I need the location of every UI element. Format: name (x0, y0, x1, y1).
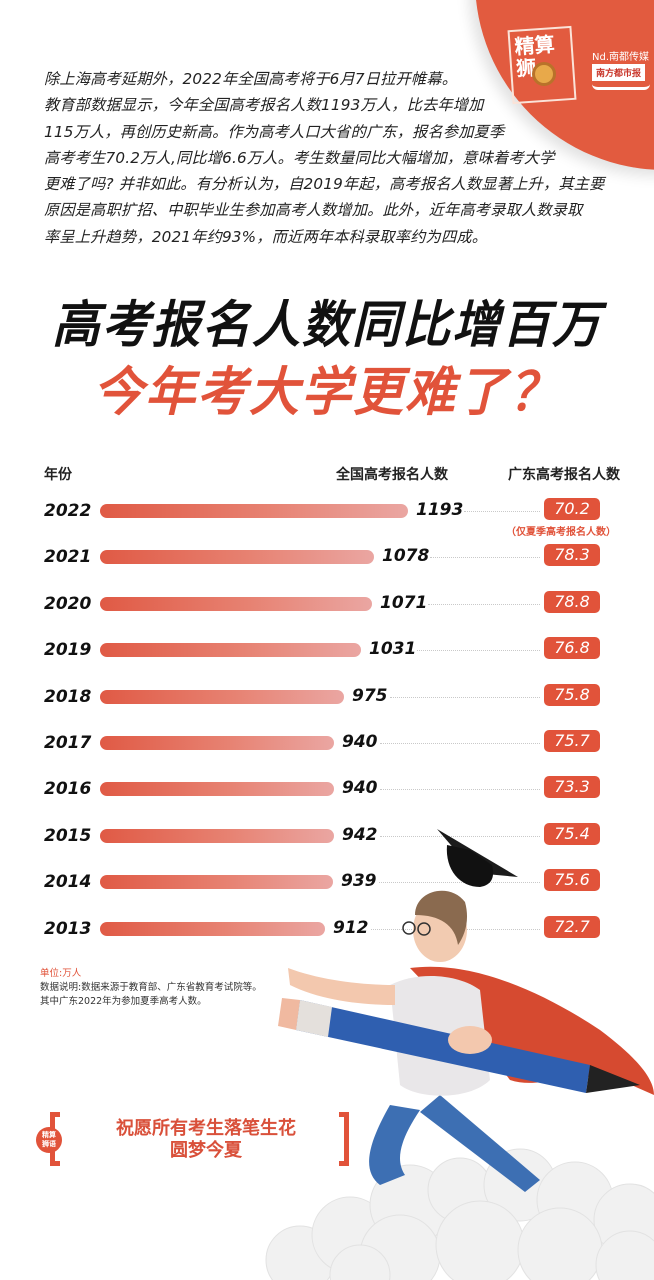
column-header-national: 全国高考报名人数 (336, 467, 448, 483)
chart-row: 2017 940 75.7 (0, 729, 654, 759)
chart-row: 2022 1193 70.2 （仅夏季高考报名人数） (0, 497, 654, 538)
national-bar (100, 736, 334, 750)
guangdong-value-badge: 75.8 (544, 683, 600, 706)
year-label: 2022 (44, 501, 92, 521)
intro-line: 更难了吗? 并非如此。有分析认为，自2019年起，高考报名人数显著上升，其主要 (44, 175, 605, 194)
column-header-year: 年份 (44, 467, 72, 483)
hand-icon (448, 1026, 492, 1054)
national-value: 1078 (382, 546, 430, 567)
intro-line: 原因是高职扩招、中职毕业生参加高考人数增加。此外，近年高考录取人数录取 (44, 201, 583, 220)
chart-row: 2016 940 73.3 (0, 775, 654, 805)
year-label: 2018 (44, 686, 92, 707)
guangdong-value-badge: 72.7 (544, 915, 600, 938)
leader-line (390, 696, 540, 698)
chart-row: 2014 939 75.6 (0, 868, 654, 898)
national-bar (100, 643, 361, 658)
remark-note: 其中广东2022年为参加夏季高考人数。 (40, 996, 207, 1007)
leader-line (430, 557, 540, 559)
national-bar (100, 689, 344, 704)
pencil-icon (278, 998, 640, 1093)
torso-icon (390, 975, 490, 1096)
chart-row: 2019 1031 76.8 (0, 636, 654, 666)
legs-icon (369, 1105, 420, 1185)
intro-paragraph: 除上海高考延期外，2022年全国高考将于6月7日拉开帷幕。 教育部数据显示，今年… (44, 66, 604, 250)
national-value: 940 (342, 732, 378, 752)
chart-row: 2015 942 75.4 (0, 822, 654, 852)
guangdong-value-badge: 78.3 (544, 544, 600, 567)
data-notes: 单位:万人 数据说明:数据来源于教育部、广东省教育考试院等。 其中广东2022年… (40, 967, 262, 1009)
intro-line: 115万人，再创历史新高。作为高考人口大省的广东，报名参加夏季 (44, 122, 505, 141)
leader-line (428, 603, 540, 605)
national-value: 940 (342, 778, 378, 799)
headline-main: 高考报名人数同比增百万 (51, 295, 602, 355)
national-bar (100, 782, 334, 797)
leader-line (464, 511, 540, 512)
headline-sub: 今年考大学更难了？ (93, 361, 561, 423)
guangdong-value-badge: 70.2 (544, 498, 600, 520)
year-label: 2021 (44, 547, 92, 568)
guangdong-value-badge: 75.7 (544, 730, 600, 752)
intro-line: 高考考生70.2万人,同比增6.6万人。考生数量同比大幅增加，意味着考大学 (44, 148, 555, 167)
national-value: 1071 (380, 592, 428, 613)
national-value: 912 (333, 917, 369, 938)
year-label: 2020 (44, 593, 92, 614)
slogan-text: 祝愿所有考生落笔生花 圆梦今夏 (76, 1118, 336, 1162)
brand-logos: 精算 狮 Nd.南都传媒 南方都市报 (507, 12, 654, 122)
intro-line: 率呈上升趋势，2021年约93%，而近两年本科录取率约为四成。 (44, 227, 488, 246)
right-bracket-icon (339, 1112, 349, 1166)
national-bar (100, 921, 325, 936)
leader-line (417, 650, 540, 652)
arm-icon (288, 968, 395, 1005)
seal-text-1: 精算 (42, 1131, 56, 1139)
leader-line (380, 835, 540, 837)
national-bar (100, 875, 333, 890)
guangdong-value-badge: 76.8 (544, 637, 600, 660)
seal-badge: 精算 狮语 (36, 1127, 62, 1153)
year-label: 2013 (44, 918, 92, 939)
southern-metropolis-daily-logo: 南方都市报 (592, 64, 646, 81)
source-note: 数据说明:数据来源于教育部、广东省教育考试院等。 (40, 982, 262, 993)
guangdong-value-badge: 78.8 (544, 590, 600, 613)
intro-line: 教育部数据显示，今年全国高考报名人数1193万人，比去年增加 (44, 96, 484, 115)
chart-row: 2018 975 75.8 (0, 683, 654, 713)
research-institute-logo-icon (592, 84, 650, 90)
leader-line (371, 928, 540, 930)
leader-line (379, 882, 540, 884)
leader-line (380, 789, 540, 791)
slogan-line-2: 圆梦今夏 (170, 1140, 242, 1161)
guangdong-value-badge: 75.6 (544, 869, 600, 892)
national-bar (100, 828, 334, 843)
year-label: 2019 (44, 640, 92, 661)
year-label: 2016 (44, 779, 92, 800)
national-value: 942 (342, 824, 378, 845)
cape-icon (410, 966, 654, 1095)
national-value: 1031 (369, 639, 417, 660)
leader-line (380, 743, 540, 744)
national-value: 975 (352, 685, 388, 706)
chart-row: 2021 1078 78.3 (0, 543, 654, 573)
seal-text-2: 狮语 (42, 1140, 56, 1148)
national-bar (100, 596, 372, 611)
lion-mascot-icon (532, 62, 556, 86)
year-label: 2015 (44, 825, 92, 846)
intro-line: 除上海高考延期外，2022年全国高考将于6月7日拉开帷幕。 (44, 70, 458, 88)
year-label: 2017 (44, 733, 92, 753)
chart-row: 2013 912 72.7 (0, 915, 654, 945)
national-value: 1193 (416, 500, 464, 520)
nandu-media-logo: Nd.南都传媒 (592, 52, 650, 63)
guangdong-value-badge: 75.4 (544, 822, 600, 845)
national-value: 939 (341, 871, 377, 892)
slogan-block: 精算 狮语 祝愿所有考生落笔生花 圆梦今夏 (36, 1112, 356, 1172)
guangdong-value-badge: 73.3 (544, 776, 600, 799)
year-label: 2014 (44, 872, 92, 893)
national-bar (100, 504, 408, 518)
unit-label: 单位:万人 (40, 968, 82, 979)
column-header-guangdong: 广东高考报名人数 (508, 467, 620, 483)
slogan-line-1: 祝愿所有考生落笔生花 (116, 1118, 296, 1139)
national-bar (100, 550, 374, 565)
badge-note: （仅夏季高考报名人数） (506, 527, 616, 538)
chart-row: 2020 1071 78.8 (0, 590, 654, 620)
